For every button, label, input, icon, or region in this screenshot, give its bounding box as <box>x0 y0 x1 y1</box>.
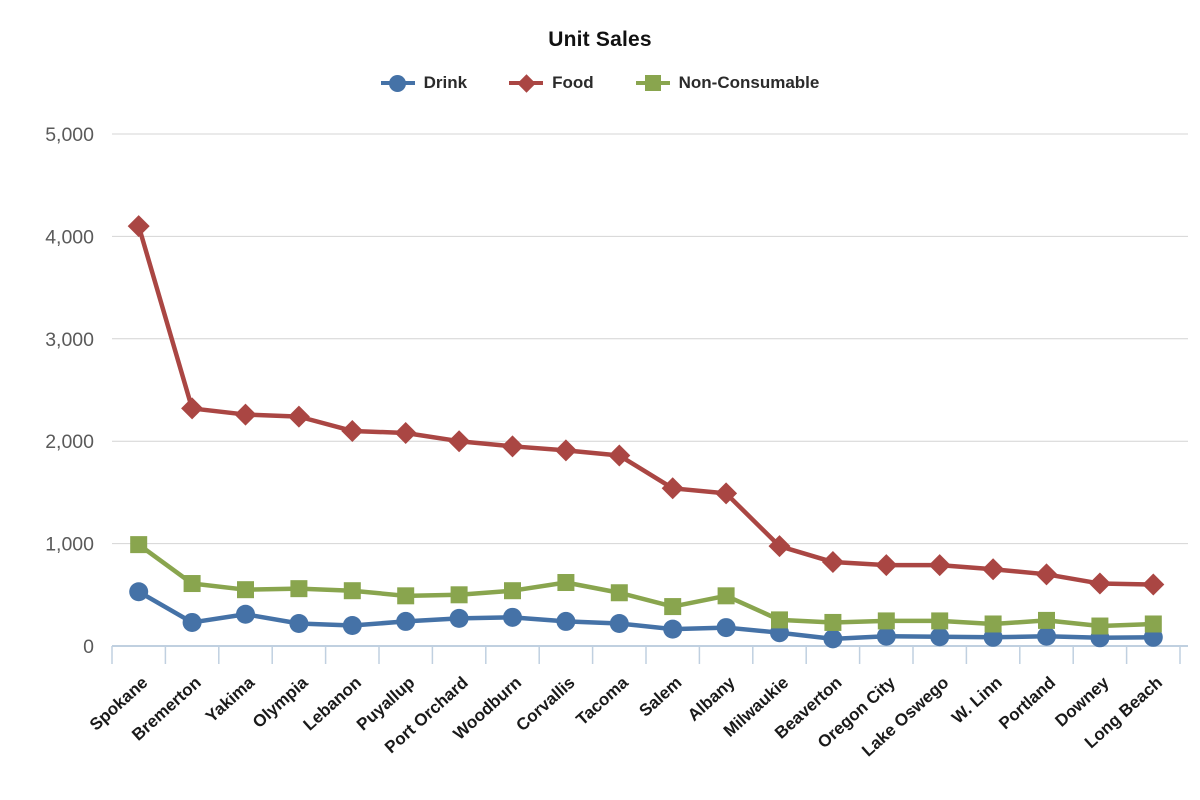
data-point-non-consumable[interactable] <box>397 587 415 605</box>
data-point-food[interactable] <box>501 435 524 458</box>
series-line-non-consumable <box>137 542 1154 629</box>
data-point-non-consumable[interactable] <box>1144 615 1162 633</box>
data-point-drink[interactable] <box>1143 627 1163 647</box>
data-point-food[interactable] <box>982 558 1005 581</box>
data-point-food[interactable] <box>234 403 257 426</box>
data-point-non-consumable[interactable] <box>450 586 468 604</box>
data-point-food[interactable] <box>554 439 577 462</box>
data-point-non-consumable[interactable] <box>130 536 148 554</box>
data-point-food[interactable] <box>341 419 364 442</box>
legend-item-drink[interactable]: Drink <box>380 72 468 94</box>
data-point-drink[interactable] <box>556 611 576 631</box>
x-axis-label: Corvallis <box>512 673 578 735</box>
data-point-drink[interactable] <box>983 627 1003 647</box>
data-point-food[interactable] <box>608 444 631 467</box>
data-point-food[interactable] <box>448 430 471 453</box>
data-point-drink[interactable] <box>182 612 202 632</box>
data-point-drink[interactable] <box>503 607 522 627</box>
data-point-non-consumable[interactable] <box>931 612 949 630</box>
data-point-non-consumable[interactable] <box>557 574 575 592</box>
legend-item-non-consumable[interactable]: Non-Consumable <box>635 72 820 94</box>
data-point-non-consumable[interactable] <box>504 582 521 600</box>
data-point-drink[interactable] <box>342 616 362 636</box>
y-axis-label: 5,000 <box>45 124 94 146</box>
data-point-drink[interactable] <box>396 611 416 631</box>
legend: Drink Food Non-Consumable <box>0 72 1200 94</box>
data-point-non-consumable[interactable] <box>1038 611 1055 629</box>
legend-label-non-consumable: Non-Consumable <box>678 73 820 92</box>
data-point-food[interactable] <box>1088 572 1111 595</box>
legend-label-food: Food <box>552 73 594 92</box>
data-point-food[interactable] <box>768 535 791 558</box>
x-axis-label: Salem <box>635 673 685 721</box>
data-point-food[interactable] <box>394 422 417 445</box>
food-diamond-marker-icon <box>509 72 544 94</box>
data-point-food[interactable] <box>661 477 684 500</box>
data-point-food[interactable] <box>1035 563 1058 586</box>
data-point-food[interactable] <box>181 397 204 420</box>
data-point-drink[interactable] <box>663 619 683 639</box>
data-point-food[interactable] <box>127 215 150 238</box>
data-point-drink[interactable] <box>289 613 309 633</box>
y-axis-label: 3,000 <box>45 329 94 351</box>
data-point-drink[interactable] <box>823 629 843 649</box>
data-point-non-consumable[interactable] <box>771 611 788 629</box>
chart-title: Unit Sales <box>548 28 652 51</box>
legend-item-food[interactable]: Food <box>509 72 594 94</box>
data-point-drink[interactable] <box>1037 626 1056 646</box>
data-point-food[interactable] <box>1142 573 1165 596</box>
data-point-non-consumable[interactable] <box>343 582 361 600</box>
y-axis-label: 4,000 <box>45 226 94 248</box>
drink-circle-marker-icon <box>380 72 415 94</box>
data-point-non-consumable[interactable] <box>984 615 1002 633</box>
data-point-food[interactable] <box>928 554 951 577</box>
data-point-non-consumable[interactable] <box>290 580 308 598</box>
data-point-non-consumable[interactable] <box>610 584 628 602</box>
y-axis-label: 0 <box>83 636 94 658</box>
x-axis-label: Tacoma <box>572 672 632 729</box>
x-axis-label: Portland <box>995 673 1059 733</box>
data-point-food[interactable] <box>287 405 310 428</box>
x-axis-label: Lebanon <box>300 673 365 735</box>
y-axis-label: 2,000 <box>45 431 94 453</box>
non-consumable-square-marker-icon <box>635 72 670 94</box>
data-point-drink[interactable] <box>449 608 469 628</box>
data-point-food[interactable] <box>821 551 844 574</box>
data-point-drink[interactable] <box>609 613 629 633</box>
data-point-non-consumable[interactable] <box>824 613 842 631</box>
data-point-drink[interactable] <box>236 604 255 624</box>
data-point-non-consumable[interactable] <box>237 581 254 599</box>
data-point-drink[interactable] <box>716 618 736 638</box>
data-point-drink[interactable] <box>930 627 950 647</box>
y-axis-label: 1,000 <box>45 534 94 556</box>
data-point-non-consumable[interactable] <box>1091 617 1109 635</box>
data-point-non-consumable[interactable] <box>717 587 735 605</box>
series-line-food <box>136 225 1154 587</box>
legend-label-drink: Drink <box>423 73 468 92</box>
data-point-non-consumable[interactable] <box>664 598 682 616</box>
data-point-food[interactable] <box>875 554 898 577</box>
data-point-non-consumable[interactable] <box>183 575 201 593</box>
data-point-non-consumable[interactable] <box>877 612 895 630</box>
data-point-drink[interactable] <box>876 626 896 646</box>
data-point-food[interactable] <box>715 482 738 505</box>
data-point-drink[interactable] <box>129 582 149 602</box>
